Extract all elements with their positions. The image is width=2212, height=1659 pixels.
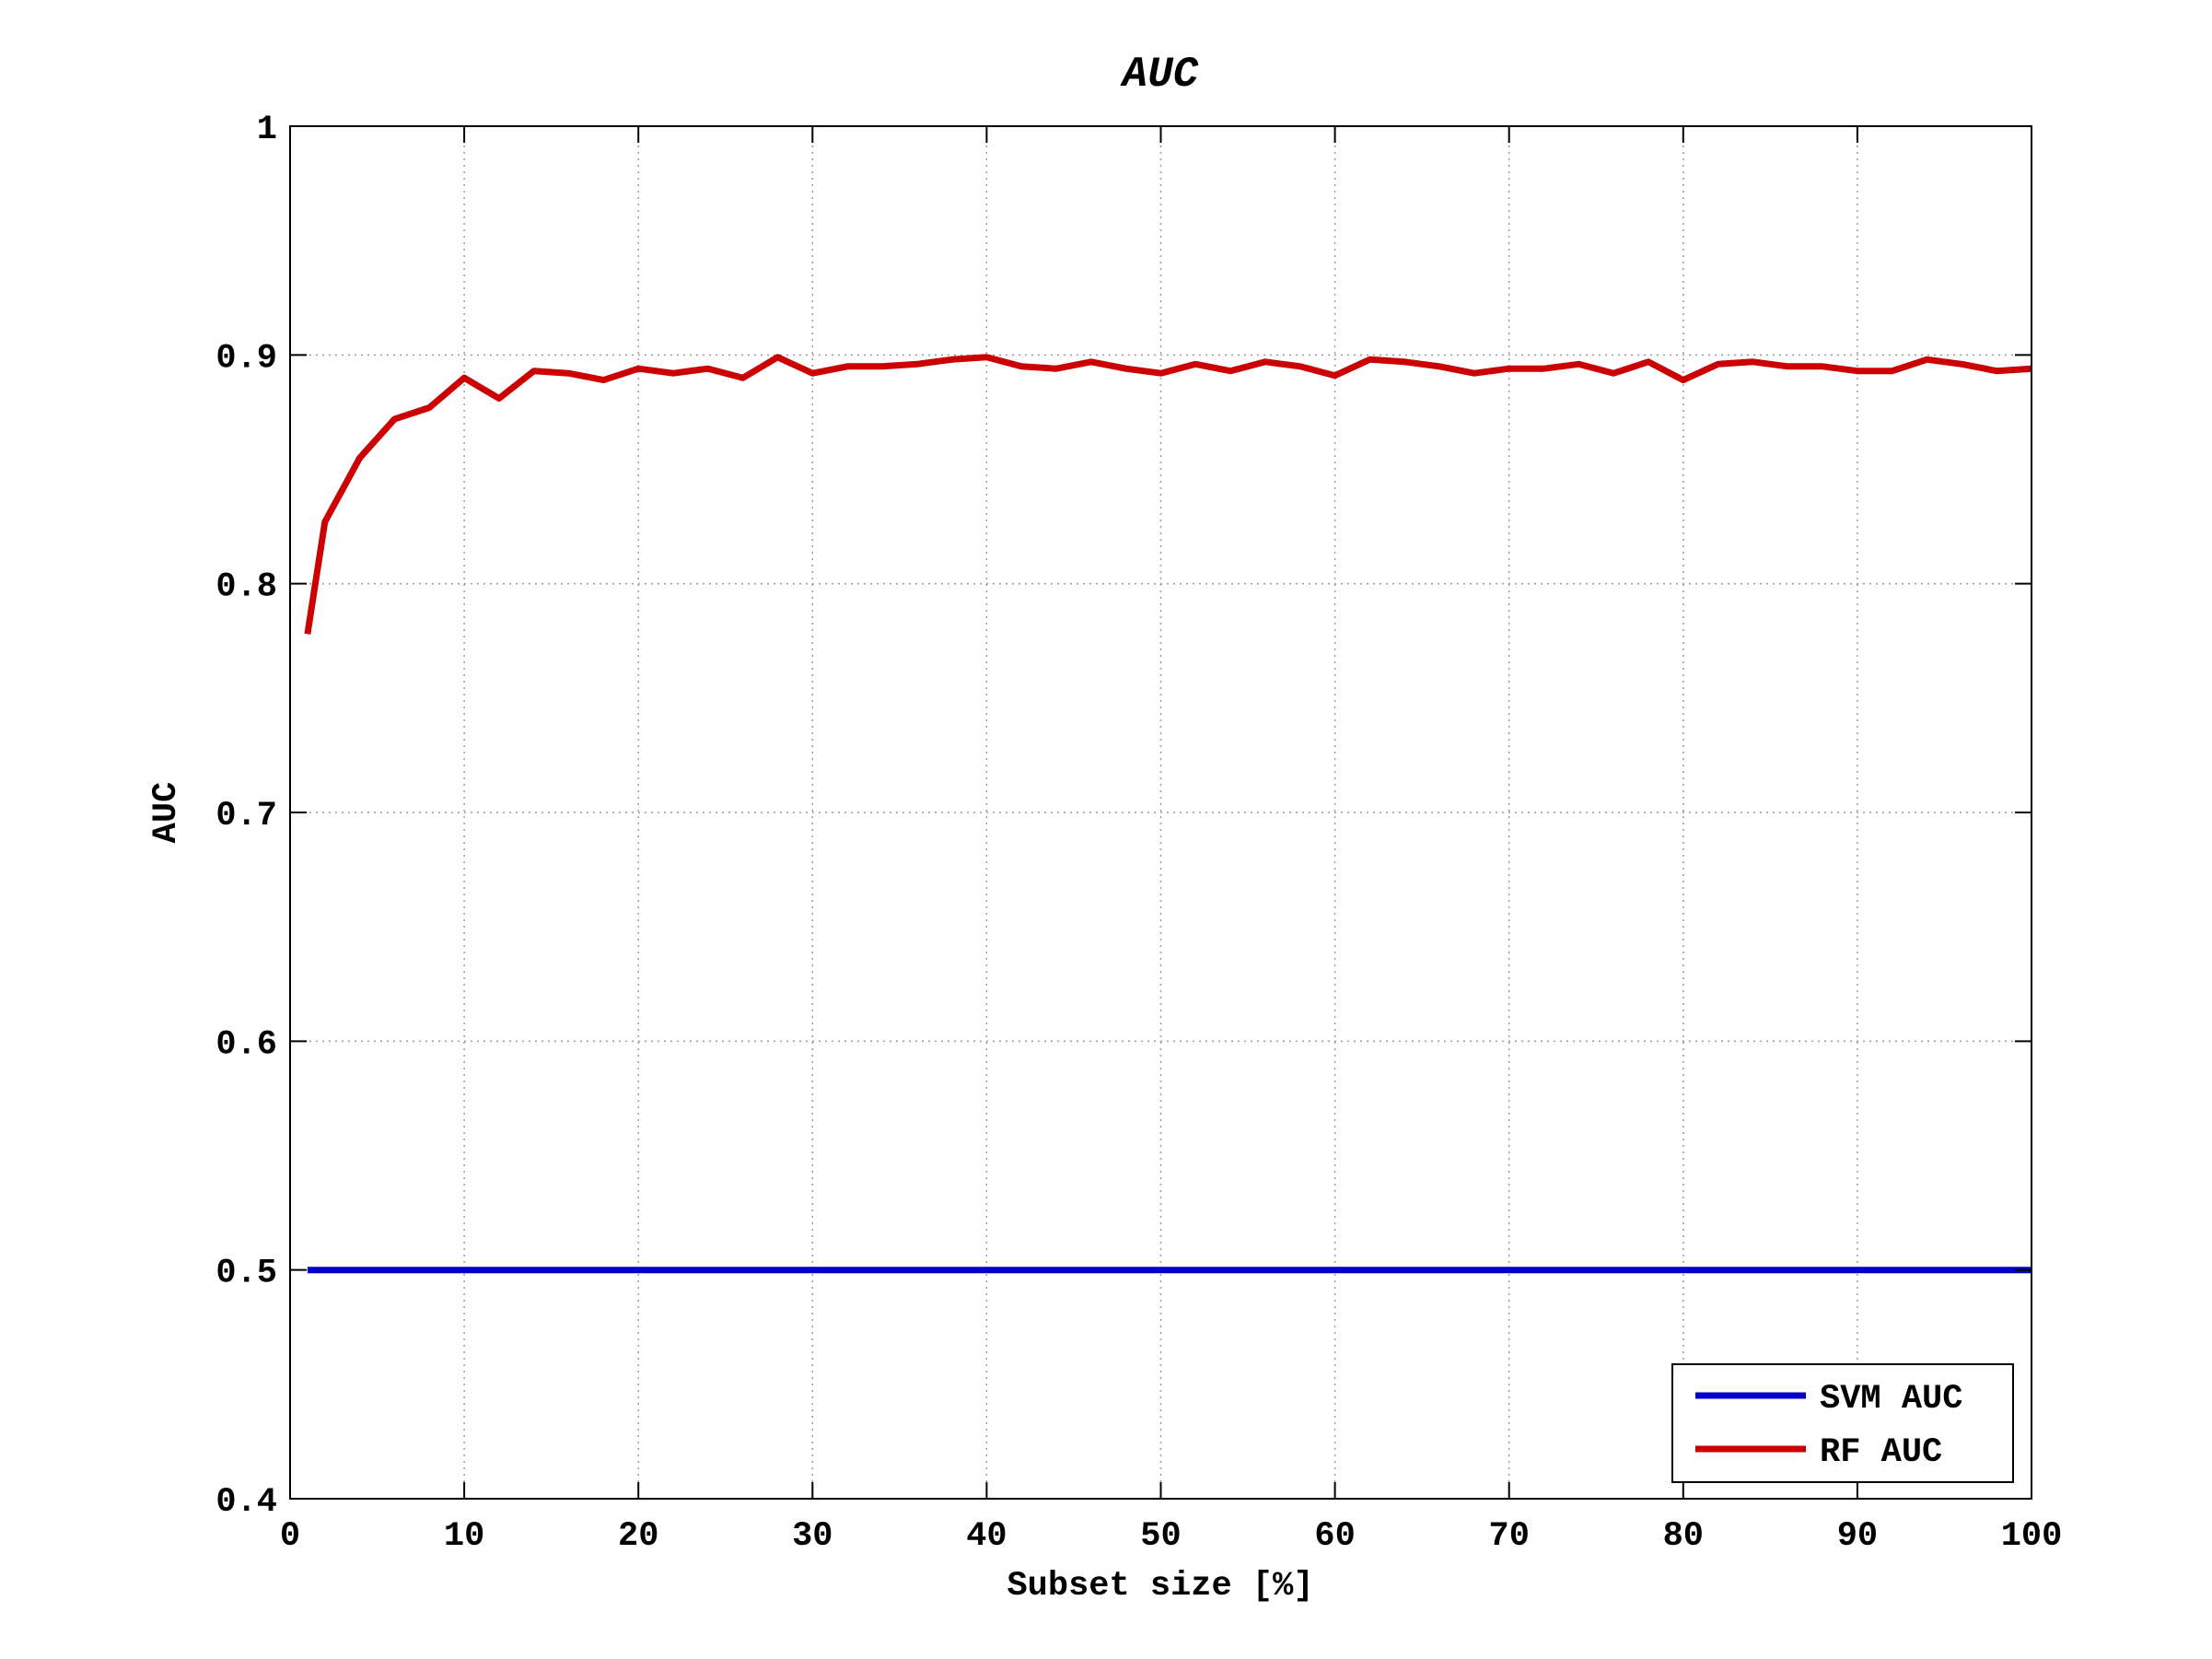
legend-label-rf-auc: RF AUC (1820, 1433, 1942, 1472)
x-tick-label: 20 (618, 1517, 658, 1556)
y-tick-label: 0.4 (215, 1483, 277, 1522)
x-tick-label: 0 (280, 1517, 300, 1556)
legend-label-svm-auc: SVM AUC (1820, 1380, 1962, 1419)
x-tick-label: 60 (1314, 1517, 1355, 1556)
x-tick-label: 70 (1488, 1517, 1529, 1556)
y-tick-label: 1 (257, 111, 277, 149)
x-tick-label: 100 (2001, 1517, 2063, 1556)
legend: SVM AUC RF AUC (1671, 1363, 2014, 1483)
x-tick-label: 30 (792, 1517, 832, 1556)
axis-ticks (289, 125, 2032, 1500)
x-tick-labels: 0 10 20 30 40 50 60 70 80 90 100 (280, 1517, 2062, 1556)
x-tick-label: 10 (444, 1517, 484, 1556)
series-layer (304, 354, 2032, 1274)
y-tick-label: 0.7 (215, 797, 277, 835)
y-tick-label: 0.8 (215, 568, 277, 607)
x-tick-label: 80 (1663, 1517, 1704, 1556)
y-tick-label: 0.9 (215, 339, 277, 378)
x-axis-label: Subset size [%] (1007, 1567, 1313, 1606)
x-tick-label: 90 (1837, 1517, 1878, 1556)
y-tick-labels: 0.4 0.5 0.6 0.7 0.8 0.9 1 (215, 111, 277, 1522)
y-tick-label: 0.6 (215, 1025, 277, 1064)
series-line-rf-auc (304, 354, 2032, 635)
y-tick-label: 0.5 (215, 1255, 277, 1293)
x-tick-label: 40 (966, 1517, 1007, 1556)
legend-box (1671, 1363, 2014, 1483)
y-axis-label: AUC (147, 782, 186, 844)
x-tick-label: 50 (1140, 1517, 1181, 1556)
chart-title: AUC (1120, 51, 1199, 99)
